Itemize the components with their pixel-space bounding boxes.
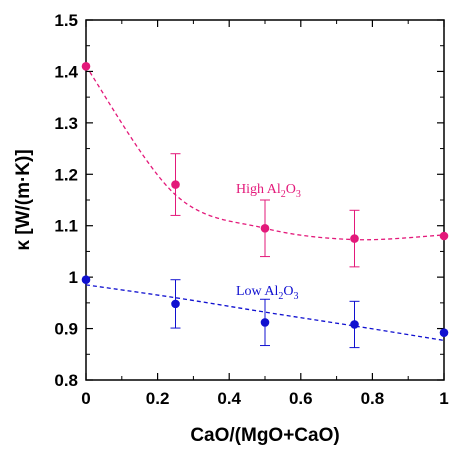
series-label-low: Low Al2O3 [236,284,299,302]
x-tick-label: 0.2 [146,389,170,408]
fit-curve [85,284,445,342]
data-point [350,234,359,243]
data-point [171,180,180,189]
series-layer [81,61,449,349]
x-tick-label: 0.8 [361,389,385,408]
series-label-high: High Al2O3 [236,182,301,200]
y-axis-label: κ [W/(m·K)] [13,149,34,250]
series-0 [81,61,449,268]
tick-labels: 0 0.2 0.4 0.6 0.8 1 0.8 0.9 1 1.1 1.2 1.3 1.4 1.5 [54,11,448,408]
y-tick-label: 1.4 [54,62,78,81]
x-tick-label: 0 [81,389,90,408]
data-point [260,223,270,233]
series-1 [81,275,449,349]
x-tick-label: 1 [439,389,448,408]
data-point [350,320,359,329]
y-tick-label: 0.9 [54,320,78,339]
y-tick-label: 1.1 [54,217,78,236]
axis-ticks [85,19,445,381]
y-tick-label: 1.3 [54,114,78,133]
data-point [260,318,270,327]
y-tick-label: 1.5 [54,11,78,30]
data-point [171,299,180,309]
data-point [439,231,449,241]
y-tick-label: 1 [69,268,78,287]
x-tick-label: 0.6 [289,389,313,408]
y-tick-label: 0.8 [54,371,78,390]
data-point [439,328,449,337]
x-tick-label: 0.4 [217,389,241,408]
fit-curve [85,65,445,241]
data-point [81,61,91,71]
data-point [81,275,91,285]
y-tick-label: 1.2 [54,165,78,184]
x-axis-label: CaO/(MgO+CaO) [190,425,339,446]
